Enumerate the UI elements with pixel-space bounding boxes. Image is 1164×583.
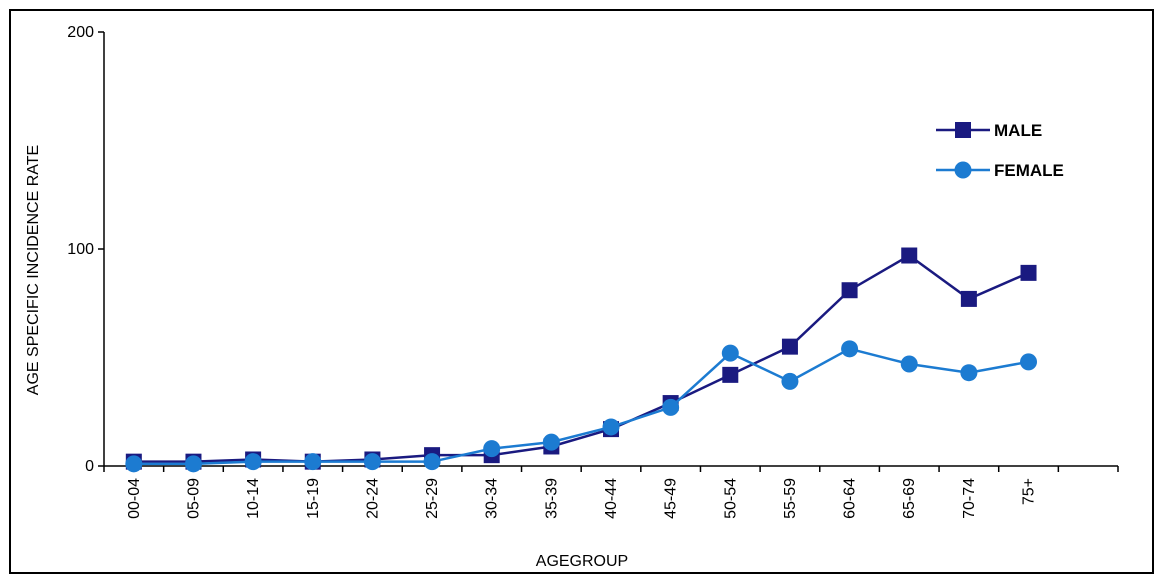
data-point-female [721,344,739,362]
x-tick-label: 20-24 [364,478,381,519]
x-tick-label: 35-39 [543,478,560,519]
data-point-male [781,338,798,355]
data-point-female [184,455,202,473]
y-tick-label: 200 [67,24,94,41]
x-tick-label: 45-49 [663,478,680,519]
data-point-male [960,290,977,307]
x-tick-label: 00-04 [126,478,143,519]
x-tick-label: 05-09 [185,478,202,519]
x-tick-label: 40-44 [603,478,620,519]
x-tick-label: 25-29 [424,478,441,519]
y-ticks: 0 100 200 [67,24,104,475]
series-group [125,247,1038,473]
data-point-female [125,455,143,473]
legend-label-female: FEMALE [994,161,1064,180]
x-tick-label: 15-19 [305,478,322,519]
y-tick-label: 100 [67,241,94,258]
data-point-female [900,355,918,373]
x-tick-label: 70-74 [961,478,978,519]
data-point-female [841,340,859,358]
y-tick-label: 0 [85,458,94,475]
data-point-female [781,372,799,390]
x-axis-title: AGEGROUP [536,553,628,570]
data-point-female [602,418,620,436]
axes [103,32,1118,467]
data-point-male [901,247,918,264]
y-axis-title: AGE SPECIFIC INCIDENCE RATE [25,145,42,395]
series-line-female [133,347,1029,466]
data-point-female [542,433,560,451]
data-point-female [483,440,501,458]
data-point-male [841,282,858,299]
x-tick-label: 50-54 [722,478,739,519]
legend: MALE FEMALE [936,121,1064,180]
data-point-female [423,453,441,471]
data-point-female [244,453,262,471]
data-point-female [960,364,978,382]
series-male [125,247,1037,470]
data-point-female [304,453,322,471]
data-point-male [1020,264,1037,281]
data-point-female [1020,353,1038,371]
data-point-female [363,453,381,471]
series-line-male [133,254,1030,463]
legend-marker-female [954,161,972,179]
x-tick-label: 75+ [1021,478,1038,505]
legend-marker-male [955,122,971,138]
x-tick-label: 55-59 [782,478,799,519]
legend-label-male: MALE [994,121,1042,140]
series-female [125,340,1038,473]
x-ticks: 00-04 05-09 10-14 15-19 20-24 25-29 30-34 35-39… [103,466,1119,519]
data-point-female [662,398,680,416]
x-tick-label: 60-64 [842,478,859,519]
x-tick-label: 65-69 [901,478,918,519]
x-tick-label: 30-34 [484,478,501,519]
data-point-male [722,366,739,383]
x-tick-label: 10-14 [245,478,262,519]
